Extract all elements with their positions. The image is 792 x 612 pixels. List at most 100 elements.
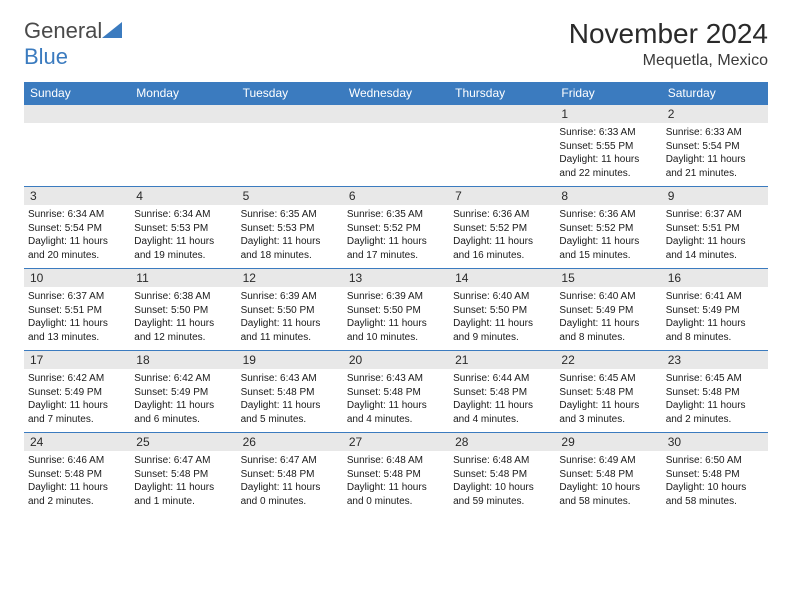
calendar-day-cell: 10Sunrise: 6:37 AMSunset: 5:51 PMDayligh… xyxy=(24,269,130,351)
sunrise-text: Sunrise: 6:43 AM xyxy=(347,372,445,386)
sunrise-text: Sunrise: 6:47 AM xyxy=(134,454,232,468)
day-details: Sunrise: 6:48 AMSunset: 5:48 PMDaylight:… xyxy=(449,451,555,511)
calendar-week-row: 17Sunrise: 6:42 AMSunset: 5:49 PMDayligh… xyxy=(24,351,768,433)
day-number: 24 xyxy=(24,433,130,451)
calendar-day-cell: 6Sunrise: 6:35 AMSunset: 5:52 PMDaylight… xyxy=(343,187,449,269)
daylight-text: Daylight: 11 hours and 6 minutes. xyxy=(134,399,232,426)
day-number: 18 xyxy=(130,351,236,369)
day-number: 14 xyxy=(449,269,555,287)
calendar-day-cell: 5Sunrise: 6:35 AMSunset: 5:53 PMDaylight… xyxy=(237,187,343,269)
day-number: 23 xyxy=(662,351,768,369)
sunrise-text: Sunrise: 6:37 AM xyxy=(28,290,126,304)
daylight-text: Daylight: 11 hours and 16 minutes. xyxy=(453,235,551,262)
day-number: 8 xyxy=(555,187,661,205)
daylight-text: Daylight: 11 hours and 14 minutes. xyxy=(666,235,764,262)
sunset-text: Sunset: 5:48 PM xyxy=(666,386,764,400)
day-number xyxy=(343,105,449,123)
calendar-day-cell: 30Sunrise: 6:50 AMSunset: 5:48 PMDayligh… xyxy=(662,433,768,515)
day-details xyxy=(237,123,343,129)
sunrise-text: Sunrise: 6:34 AM xyxy=(134,208,232,222)
calendar-day-cell: 23 Sunrise: 6:45 AMSunset: 5:48 PMDayligh… xyxy=(662,351,768,433)
daylight-text: Daylight: 11 hours and 13 minutes. xyxy=(28,317,126,344)
day-number: 29 xyxy=(555,433,661,451)
sunrise-text: Sunrise: 6:45 AM xyxy=(666,372,764,386)
day-details: Sunrise: 6:43 AMSunset: 5:48 PMDaylight:… xyxy=(343,369,449,429)
day-number: 6 xyxy=(343,187,449,205)
daylight-text: Daylight: 10 hours and 58 minutes. xyxy=(559,481,657,508)
day-number: 28 xyxy=(449,433,555,451)
day-details: Sunrise: 6:42 AMSunset: 5:49 PMDaylight:… xyxy=(24,369,130,429)
calendar-day-cell xyxy=(237,105,343,187)
sunset-text: Sunset: 5:49 PM xyxy=(559,304,657,318)
day-number: 12 xyxy=(237,269,343,287)
daylight-text: Daylight: 11 hours and 0 minutes. xyxy=(241,481,339,508)
day-details: Sunrise: 6:42 AMSunset: 5:49 PMDaylight:… xyxy=(130,369,236,429)
calendar-day-cell: 19Sunrise: 6:43 AMSunset: 5:48 PMDayligh… xyxy=(237,351,343,433)
calendar-day-cell: 15Sunrise: 6:40 AMSunset: 5:49 PMDayligh… xyxy=(555,269,661,351)
day-details: Sunrise: 6:34 AMSunset: 5:53 PMDaylight:… xyxy=(130,205,236,265)
sunrise-text: Sunrise: 6:42 AM xyxy=(134,372,232,386)
sunrise-text: Sunrise: 6:37 AM xyxy=(666,208,764,222)
daylight-text: Daylight: 11 hours and 2 minutes. xyxy=(666,399,764,426)
day-details: Sunrise: 6:48 AMSunset: 5:48 PMDaylight:… xyxy=(343,451,449,511)
daylight-text: Daylight: 11 hours and 7 minutes. xyxy=(28,399,126,426)
day-number: 20 xyxy=(343,351,449,369)
day-number: 15 xyxy=(555,269,661,287)
daylight-text: Daylight: 11 hours and 22 minutes. xyxy=(559,153,657,180)
daylight-text: Daylight: 11 hours and 4 minutes. xyxy=(347,399,445,426)
daylight-text: Daylight: 11 hours and 9 minutes. xyxy=(453,317,551,344)
day-details: Sunrise: 6:38 AMSunset: 5:50 PMDaylight:… xyxy=(130,287,236,347)
calendar-day-cell: 26Sunrise: 6:47 AMSunset: 5:48 PMDayligh… xyxy=(237,433,343,515)
calendar-day-cell: 25Sunrise: 6:47 AMSunset: 5:48 PMDayligh… xyxy=(130,433,236,515)
calendar-day-cell: 24Sunrise: 6:46 AMSunset: 5:48 PMDayligh… xyxy=(24,433,130,515)
sunset-text: Sunset: 5:48 PM xyxy=(559,468,657,482)
month-title: November 2024 xyxy=(569,18,768,50)
logo-text: General Blue xyxy=(24,18,122,70)
day-details: Sunrise: 6:40 AMSunset: 5:49 PMDaylight:… xyxy=(555,287,661,347)
day-details: Sunrise: 6:36 AMSunset: 5:52 PMDaylight:… xyxy=(555,205,661,265)
triangle-icon xyxy=(102,18,122,44)
day-number: 10 xyxy=(24,269,130,287)
sunset-text: Sunset: 5:50 PM xyxy=(347,304,445,318)
daylight-text: Daylight: 11 hours and 11 minutes. xyxy=(241,317,339,344)
calendar-day-cell: 20Sunrise: 6:43 AMSunset: 5:48 PMDayligh… xyxy=(343,351,449,433)
day-details: Sunrise: 6:34 AMSunset: 5:54 PMDaylight:… xyxy=(24,205,130,265)
daylight-text: Daylight: 11 hours and 8 minutes. xyxy=(666,317,764,344)
day-details xyxy=(130,123,236,129)
daylight-text: Daylight: 11 hours and 18 minutes. xyxy=(241,235,339,262)
daylight-text: Daylight: 11 hours and 19 minutes. xyxy=(134,235,232,262)
sunset-text: Sunset: 5:48 PM xyxy=(453,468,551,482)
sunrise-text: Sunrise: 6:38 AM xyxy=(134,290,232,304)
day-number: 16 xyxy=(662,269,768,287)
calendar-body: 1Sunrise: 6:33 AMSunset: 5:55 PMDaylight… xyxy=(24,105,768,515)
calendar-day-cell: 21Sunrise: 6:44 AMSunset: 5:48 PMDayligh… xyxy=(449,351,555,433)
title-block: November 2024 Mequetla, Mexico xyxy=(569,18,768,70)
sunrise-text: Sunrise: 6:50 AM xyxy=(666,454,764,468)
day-number: 30 xyxy=(662,433,768,451)
sunset-text: Sunset: 5:54 PM xyxy=(28,222,126,236)
day-details: Sunrise: 6:35 AMSunset: 5:53 PMDaylight:… xyxy=(237,205,343,265)
day-details: Sunrise: 6:33 AMSunset: 5:54 PMDaylight:… xyxy=(662,123,768,183)
sunset-text: Sunset: 5:50 PM xyxy=(241,304,339,318)
sunset-text: Sunset: 5:53 PM xyxy=(241,222,339,236)
calendar-week-row: 24Sunrise: 6:46 AMSunset: 5:48 PMDayligh… xyxy=(24,433,768,515)
sunset-text: Sunset: 5:55 PM xyxy=(559,140,657,154)
daylight-text: Daylight: 11 hours and 4 minutes. xyxy=(453,399,551,426)
calendar-day-cell: 12Sunrise: 6:39 AMSunset: 5:50 PMDayligh… xyxy=(237,269,343,351)
day-number: 5 xyxy=(237,187,343,205)
daylight-text: Daylight: 10 hours and 58 minutes. xyxy=(666,481,764,508)
day-number: 13 xyxy=(343,269,449,287)
calendar-day-cell: 11Sunrise: 6:38 AMSunset: 5:50 PMDayligh… xyxy=(130,269,236,351)
daylight-text: Daylight: 11 hours and 21 minutes. xyxy=(666,153,764,180)
sunrise-text: Sunrise: 6:41 AM xyxy=(666,290,764,304)
calendar-day-cell: 18Sunrise: 6:42 AMSunset: 5:49 PMDayligh… xyxy=(130,351,236,433)
sunrise-text: Sunrise: 6:47 AM xyxy=(241,454,339,468)
sunrise-text: Sunrise: 6:40 AM xyxy=(559,290,657,304)
sunrise-text: Sunrise: 6:48 AM xyxy=(453,454,551,468)
calendar-day-cell: 9Sunrise: 6:37 AMSunset: 5:51 PMDaylight… xyxy=(662,187,768,269)
sunset-text: Sunset: 5:48 PM xyxy=(241,386,339,400)
calendar-day-cell: 27Sunrise: 6:48 AMSunset: 5:48 PMDayligh… xyxy=(343,433,449,515)
day-details: Sunrise: 6:37 AMSunset: 5:51 PMDaylight:… xyxy=(662,205,768,265)
weekday-header: Monday xyxy=(130,82,236,105)
day-details: Sunrise: 6:36 AMSunset: 5:52 PMDaylight:… xyxy=(449,205,555,265)
